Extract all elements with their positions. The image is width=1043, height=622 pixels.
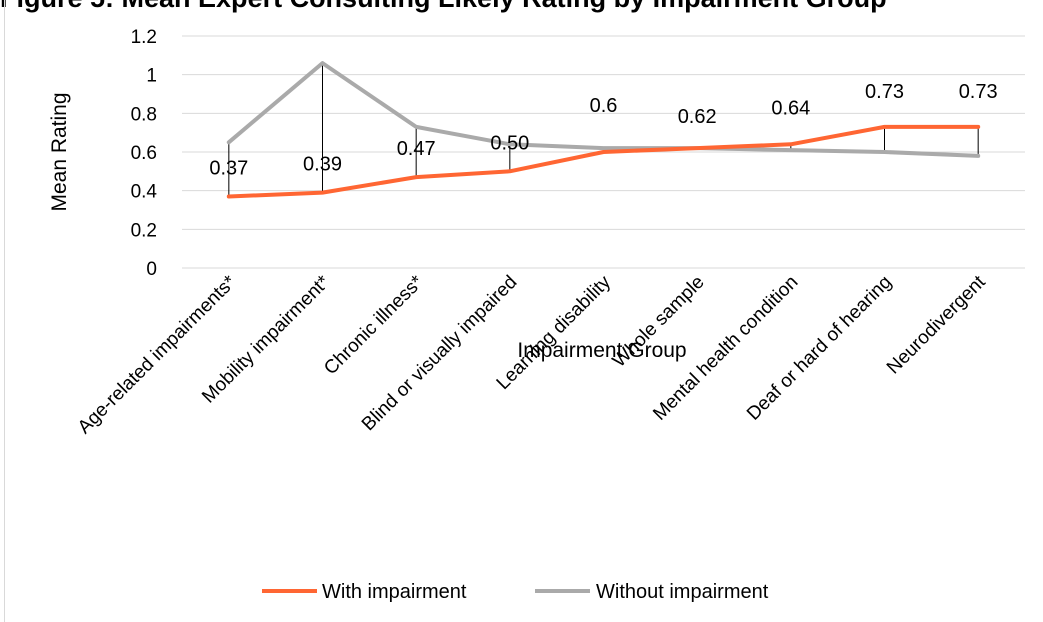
x-axis-title: Impairment Group — [517, 339, 686, 362]
y-tick-label: 0.2 — [131, 220, 157, 241]
x-tick-label: Chronic illness* — [320, 271, 428, 379]
data-label: 0.50 — [490, 132, 529, 154]
data-label: 0.39 — [303, 154, 342, 176]
y-axis-ticks: 0 0.2 0.4 0.6 0.8 1 1.2 — [131, 27, 158, 280]
data-label: 0.47 — [397, 138, 436, 160]
x-tick-label: Age-related impairments* — [74, 271, 241, 438]
x-tick-label: Blind or visually impaired — [358, 272, 521, 435]
y-tick-label: 1.2 — [131, 27, 157, 48]
y-tick-label: 1 — [146, 66, 157, 87]
data-label: 0.73 — [959, 81, 998, 103]
data-label: 0.64 — [771, 97, 810, 119]
x-tick-label: Neurodivergent — [883, 271, 990, 378]
legend-label-without-impairment: Without impairment — [596, 581, 769, 603]
legend: With impairment Without impairment — [262, 581, 769, 603]
y-tick-label: 0.6 — [131, 143, 157, 164]
y-tick-label: 0 — [146, 259, 157, 280]
legend-label-with-impairment: With impairment — [322, 581, 467, 603]
data-labels: 0.37 0.39 0.47 0.50 0.6 0.62 0.64 0.73 0.73 — [209, 81, 997, 180]
y-axis-title: Mean Rating — [48, 92, 71, 211]
data-label: 0.73 — [865, 81, 904, 103]
chart-title: Figure 5: Mean Expert Consulting Likely … — [0, 0, 1043, 13]
data-label: 0.6 — [590, 95, 618, 117]
series-line-with-impairment — [226, 124, 981, 199]
y-tick-label: 0.4 — [131, 182, 158, 203]
series-lines — [226, 61, 981, 199]
y-tick-label: 0.8 — [131, 104, 157, 125]
chart-frame — [4, 0, 1043, 622]
data-label: 0.37 — [209, 157, 248, 179]
data-label: 0.62 — [678, 106, 717, 128]
series-line-without-impairment — [226, 61, 981, 158]
